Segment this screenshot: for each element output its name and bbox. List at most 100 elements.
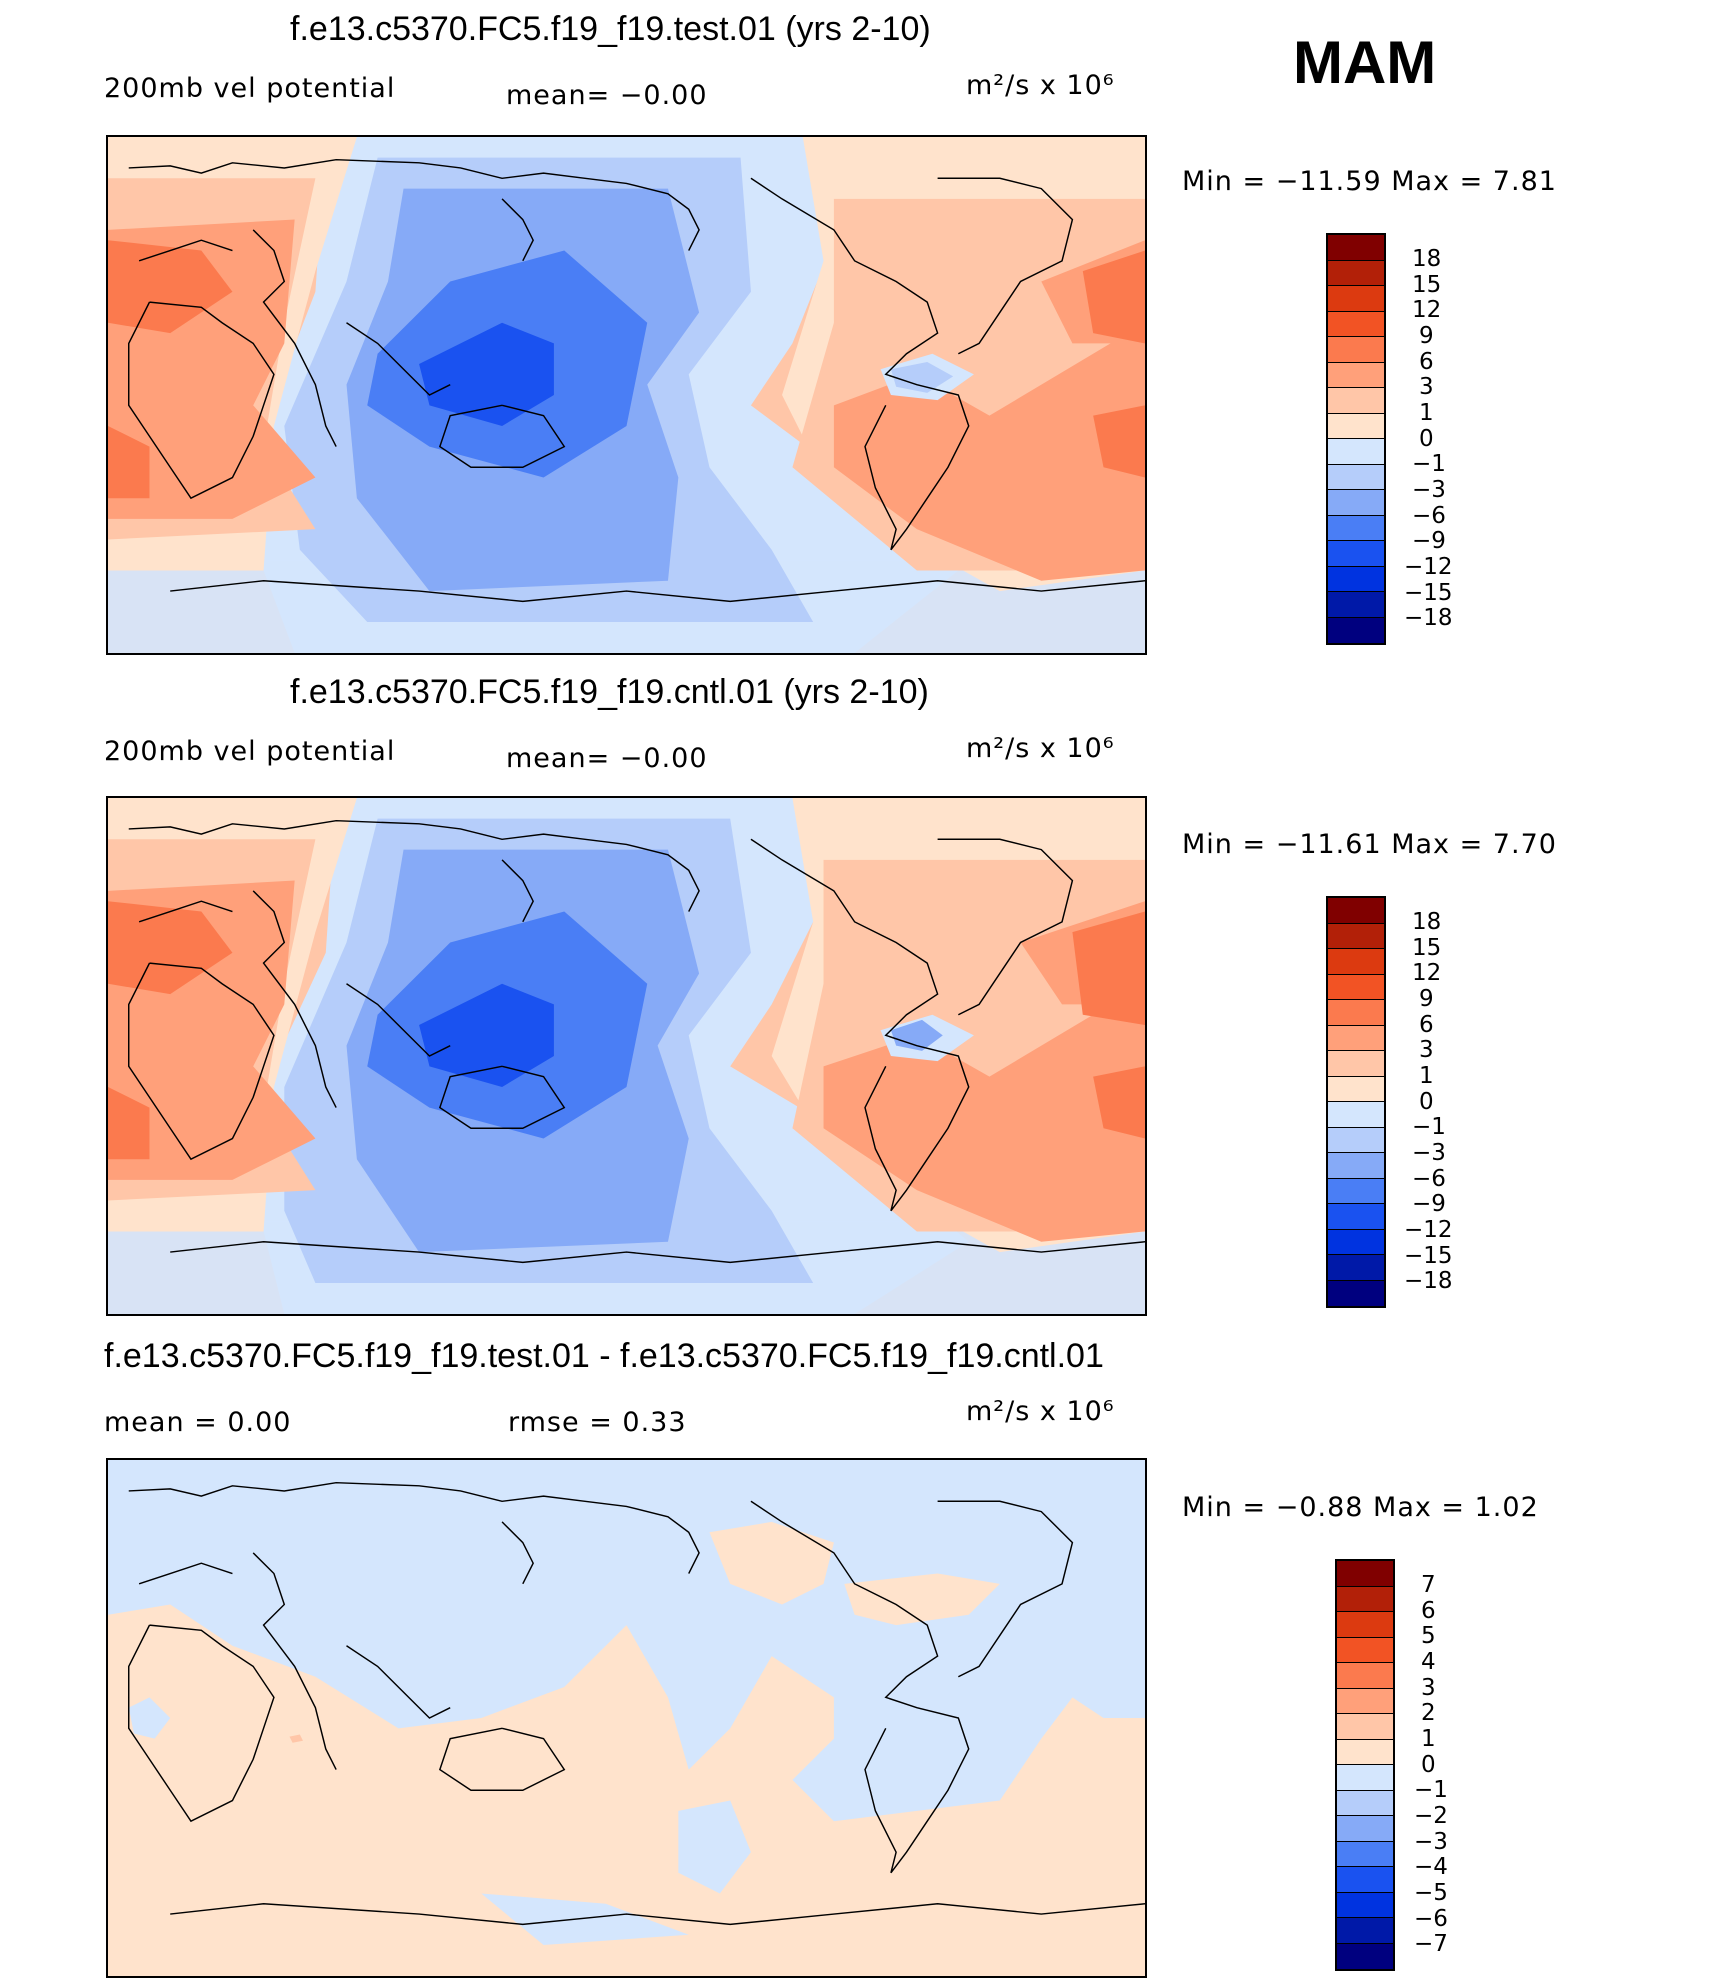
- contour-neg0: [678, 1800, 751, 1894]
- colorbar-tick-label: 0: [1419, 1089, 1434, 1115]
- colorbar-tick-label: 3: [1421, 1675, 1436, 1701]
- colorbar-swatch: [1337, 1688, 1393, 1714]
- colorbar-tick-label: 9: [1419, 323, 1434, 349]
- colorbar-tick-label: −18: [1404, 1268, 1453, 1294]
- contour-pos6: [108, 240, 233, 334]
- coastlines: [128, 1481, 1145, 1926]
- panel-1-colorbar: [1326, 233, 1386, 645]
- colorbar-tick-label: −9: [1412, 1191, 1446, 1217]
- panel-1-units-label: m²/s x 10⁶: [966, 70, 1115, 101]
- colorbar-swatch: [1328, 1076, 1384, 1102]
- panel-1-minmax-label: Min = −11.59 Max = 7.81: [1182, 166, 1557, 197]
- colorbar-swatch: [1337, 1714, 1393, 1740]
- colorbar-tick-label: −7: [1414, 1931, 1448, 1957]
- colorbar-tick-label: −6: [1414, 1906, 1448, 1932]
- colorbar-tick-label: 3: [1419, 374, 1434, 400]
- diff-map[interactable]: [106, 1458, 1147, 1978]
- colorbar-swatch: [1328, 515, 1384, 541]
- colorbar-swatch: [1328, 949, 1384, 975]
- contour-pos0: [844, 1573, 1000, 1626]
- colorbar-swatch: [1328, 1178, 1384, 1204]
- colorbar-swatch: [1328, 1102, 1384, 1128]
- colorbar-swatch: [1337, 1739, 1393, 1765]
- colorbar-tick-label: 0: [1421, 1752, 1436, 1778]
- colorbar-tick-label: −1: [1412, 451, 1446, 477]
- panel-1-variable-label: 200mb vel potential: [104, 73, 396, 104]
- colorbar-tick-label: −5: [1414, 1880, 1448, 1906]
- colorbar-swatch: [1328, 1280, 1384, 1306]
- colorbar-swatch: [1337, 1918, 1393, 1944]
- test-map[interactable]: [106, 135, 1147, 655]
- colorbar-swatch: [1328, 898, 1384, 924]
- colorbar-swatch: [1337, 1612, 1393, 1638]
- colorbar-tick-label: 1: [1419, 1063, 1434, 1089]
- coastlines: [128, 819, 1145, 1264]
- colorbar-swatch: [1337, 1663, 1393, 1689]
- colorbar-tick-label: 18: [1412, 909, 1442, 935]
- panel-2-colorbar: [1326, 896, 1386, 1308]
- colorbar-tick-label: −9: [1412, 528, 1446, 554]
- colorbar-tick-label: 15: [1412, 935, 1442, 961]
- colorbar-tick-label: 0: [1419, 426, 1434, 452]
- colorbar-tick-label: −18: [1404, 605, 1453, 631]
- colorbar-tick-label: 7: [1421, 1572, 1436, 1598]
- colorbar-swatch: [1328, 1025, 1384, 1051]
- colorbar-swatch: [1337, 1586, 1393, 1612]
- colorbar-tick-label: −1: [1412, 1114, 1446, 1140]
- colorbar-swatch: [1328, 923, 1384, 949]
- contour-pos6: [108, 1086, 150, 1160]
- contour-neg9: [419, 322, 554, 426]
- colorbar-tick-label: −2: [1414, 1803, 1448, 1829]
- contour-neg3: [890, 1019, 943, 1051]
- contour-pos6: [108, 901, 233, 995]
- contour-neg1: [890, 361, 954, 393]
- contour-neg9: [419, 983, 554, 1087]
- colorbar-swatch: [1337, 1790, 1393, 1816]
- contour-pos0: [709, 1521, 834, 1605]
- panel-1-title: f.e13.c5370.FC5.f19_f19.test.01 (yrs 2-1…: [290, 10, 931, 48]
- panel-3-rmse-label: rmse = 0.33: [508, 1407, 687, 1438]
- panel-3-minmax-label: Min = −0.88 Max = 1.02: [1182, 1492, 1539, 1523]
- panel-2-units-label: m²/s x 10⁶: [966, 733, 1115, 764]
- colorbar-tick-label: −12: [1404, 554, 1453, 580]
- contour-pos1: [289, 1734, 303, 1743]
- cntl-map[interactable]: [106, 796, 1147, 1316]
- contour-neg0: [481, 1893, 689, 1946]
- colorbar-tick-label: 9: [1419, 986, 1434, 1012]
- colorbar-tick-label: 12: [1412, 297, 1442, 323]
- colorbar-tick-label: 1: [1421, 1726, 1436, 1752]
- colorbar-tick-label: 18: [1412, 246, 1442, 272]
- contour-pos6: [1082, 250, 1145, 344]
- colorbar-tick-label: −6: [1412, 503, 1446, 529]
- contour-pos6: [1093, 405, 1145, 478]
- panel-3-title: f.e13.c5370.FC5.f19_f19.test.01 - f.e13.…: [104, 1337, 1104, 1375]
- contour-pos6: [1072, 911, 1145, 1026]
- colorbar-swatch: [1328, 1204, 1384, 1230]
- colorbar-tick-label: 1: [1419, 400, 1434, 426]
- panel-2-variable-label: 200mb vel potential: [104, 736, 396, 767]
- colorbar-tick-label: 2: [1421, 1700, 1436, 1726]
- colorbar-tick-label: 6: [1421, 1598, 1436, 1624]
- colorbar-swatch: [1337, 1816, 1393, 1842]
- colorbar-tick-label: 6: [1419, 349, 1434, 375]
- contour-pos6: [108, 425, 150, 499]
- colorbar-swatch: [1328, 1000, 1384, 1026]
- colorbar-tick-label: −15: [1404, 1243, 1453, 1269]
- panel-1-mean-label: mean= −0.00: [506, 80, 708, 111]
- colorbar-swatch: [1337, 1841, 1393, 1867]
- colorbar-swatch: [1328, 260, 1384, 286]
- contour-pos0: [108, 1604, 1145, 1976]
- colorbar-tick-label: −1: [1414, 1777, 1448, 1803]
- colorbar-swatch: [1328, 362, 1384, 388]
- colorbar-swatch: [1337, 1561, 1393, 1587]
- colorbar-swatch: [1328, 974, 1384, 1000]
- colorbar-tick-label: 6: [1419, 1012, 1434, 1038]
- colorbar-swatch: [1328, 464, 1384, 490]
- colorbar-tick-label: 12: [1412, 960, 1442, 986]
- coastlines: [128, 158, 1145, 603]
- colorbar-swatch: [1337, 1765, 1393, 1791]
- colorbar-tick-label: −3: [1414, 1829, 1448, 1855]
- colorbar-swatch: [1328, 592, 1384, 618]
- colorbar-tick-label: 15: [1412, 272, 1442, 298]
- colorbar-swatch: [1328, 617, 1384, 643]
